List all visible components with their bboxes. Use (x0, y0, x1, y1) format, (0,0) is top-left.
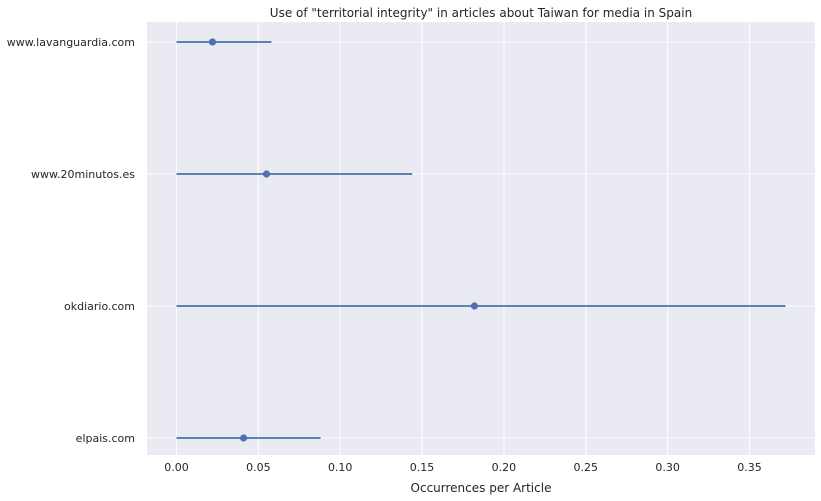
x-tick-label: 0.20 (492, 461, 517, 474)
data-point (239, 434, 248, 442)
x-tick-label: 0.15 (410, 461, 435, 474)
x-tick-label: 0.05 (246, 461, 271, 474)
data-point (470, 302, 479, 310)
data-point (208, 38, 217, 46)
x-tick-label: 0.30 (655, 461, 680, 474)
y-tick-label: www.lavanguardia.com (7, 36, 135, 49)
y-tick-label: okdiario.com (64, 300, 135, 313)
y-tick-label: elpais.com (76, 432, 135, 445)
plot-area (147, 22, 815, 455)
x-tick-label: 0.10 (328, 461, 353, 474)
tick-labels: 0.00 0.05 0.10 0.15 0.20 0.25 0.30 0.35 www.lava… (7, 36, 762, 474)
chart-title: Use of "territorial integrity" in articl… (270, 6, 692, 20)
x-tick-label: 0.00 (164, 461, 189, 474)
error-bars (176, 38, 786, 442)
x-tick-label: 0.35 (737, 461, 762, 474)
x-axis-label: Occurrences per Article (411, 481, 552, 495)
y-tick-label: www.20minutos.es (31, 168, 135, 181)
x-tick-label: 0.25 (574, 461, 599, 474)
data-point (262, 170, 271, 178)
